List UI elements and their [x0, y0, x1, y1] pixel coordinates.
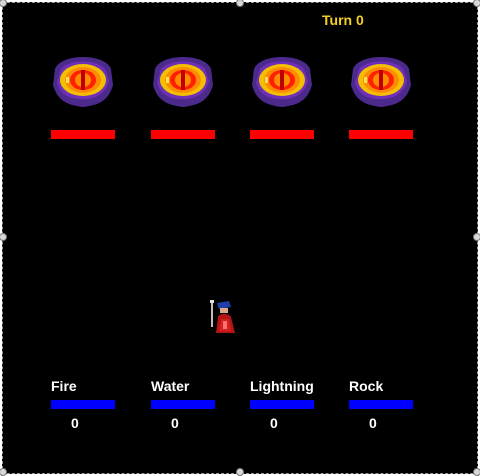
spell-rock[interactable]: Rock 0	[349, 378, 429, 438]
spell-count: 0	[71, 415, 79, 431]
wizard-icon	[210, 300, 235, 333]
spell-label: Rock	[349, 378, 384, 394]
spell-label: Fire	[51, 378, 77, 394]
resize-handle-right[interactable]	[473, 233, 480, 241]
spell-mana-bar	[51, 400, 115, 409]
enemy-4[interactable]	[349, 55, 413, 145]
dragon-eye-icon	[252, 57, 312, 107]
spell-fire[interactable]: Fire 0	[51, 378, 131, 438]
enemy-health-bar	[250, 130, 314, 139]
dragon-eye-icon	[53, 57, 113, 107]
spell-water[interactable]: Water 0	[151, 378, 231, 438]
spell-mana-bar	[151, 400, 215, 409]
enemy-health-bar	[349, 130, 413, 139]
spell-count: 0	[369, 415, 377, 431]
resize-handle-top-right[interactable]	[473, 0, 480, 7]
enemy-3[interactable]	[250, 55, 314, 145]
spell-mana-bar	[349, 400, 413, 409]
spell-label: Water	[151, 378, 190, 394]
dragon-eye-icon	[153, 57, 213, 107]
spell-label: Lightning	[250, 378, 314, 394]
hero-wizard[interactable]	[207, 297, 239, 337]
enemy-health-bar	[51, 130, 115, 139]
spell-mana-bar	[250, 400, 314, 409]
enemy-health-bar	[151, 130, 215, 139]
resize-handle-top[interactable]	[236, 0, 244, 7]
spell-count: 0	[270, 415, 278, 431]
turn-counter: Turn 0	[322, 12, 364, 28]
dragon-eye-icon	[351, 57, 411, 107]
enemy-2[interactable]	[151, 55, 215, 145]
resize-handle-left[interactable]	[0, 233, 7, 241]
spell-count: 0	[171, 415, 179, 431]
enemy-1[interactable]	[51, 55, 115, 145]
spell-lightning[interactable]: Lightning 0	[250, 378, 330, 438]
resize-handle-top-left[interactable]	[0, 0, 7, 7]
